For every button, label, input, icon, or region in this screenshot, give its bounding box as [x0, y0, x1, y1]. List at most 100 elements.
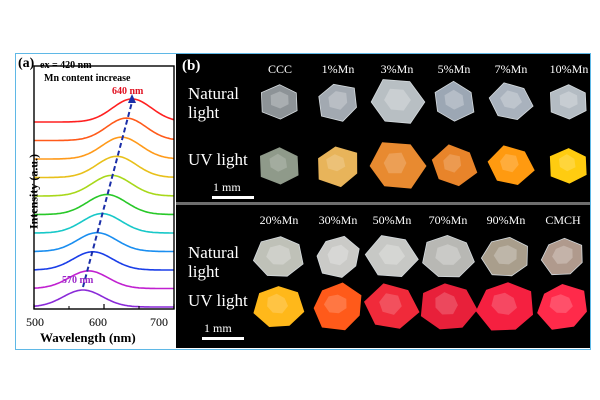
- crystal-uv-1: [259, 147, 299, 185]
- crystal-natural-3: [364, 235, 419, 278]
- spectrum-curve-8: [34, 231, 174, 253]
- crystal-uv-highlight-4: [443, 154, 462, 173]
- crystal-uv-4: [420, 283, 478, 330]
- scale-bar-top: [212, 196, 254, 199]
- uv-light-label-bottom: UV light: [188, 291, 248, 310]
- crystal-natural-highlight-1: [266, 244, 291, 265]
- column-label-cmch: CMCH: [545, 213, 581, 227]
- crystal-photos-bottom: [252, 234, 587, 331]
- panel-b-divider: [176, 202, 590, 205]
- spectrum-curve-1: [34, 98, 175, 123]
- crystal-uv-highlight-2: [326, 154, 346, 172]
- crystal-natural-1: [252, 236, 304, 277]
- figure-frame: (a) ex = 420 nm Mn content increase 640 …: [15, 53, 591, 350]
- spectrum-curve-3: [34, 136, 175, 160]
- crystal-uv-2: [313, 282, 362, 331]
- column-label-1pct-mn: 1%Mn: [321, 62, 355, 76]
- peak-570-label: 570 nm: [62, 275, 94, 286]
- crystal-photos-top: [259, 79, 587, 189]
- crystal-natural-3: [370, 79, 426, 124]
- column-label-3pct-mn: 3%Mn: [380, 62, 414, 76]
- spectrum-curve-9: [34, 251, 174, 271]
- crystal-uv-5: [475, 282, 534, 331]
- spectrum-curve-4: [34, 155, 175, 179]
- crystal-natural-highlight-3: [378, 244, 406, 265]
- spectrum-curve-10: [34, 270, 174, 290]
- panel-b-photos: (b) CCC 1%Mn 3%Mn 5%Mn 7%Mn 10%Mn Natural lig…: [176, 54, 590, 348]
- crystal-natural-6: [549, 84, 587, 120]
- crystal-natural-2: [318, 83, 357, 122]
- crystal-uv-highlight-1: [269, 153, 287, 172]
- column-label-ccc: CCC: [267, 62, 293, 76]
- uv-light-label-top: UV light: [188, 150, 248, 169]
- crystal-uv-highlight-5: [500, 154, 519, 173]
- crystal-natural-highlight-6: [559, 91, 578, 109]
- excitation-label: ex = 420 nm: [40, 60, 92, 71]
- spectrum-curve-11: [33, 289, 174, 308]
- crystal-uv-4: [431, 144, 478, 187]
- x-tick-500: 500: [26, 315, 44, 329]
- photo-group-high-mn: 20%Mn 30%Mn 50%Mn 70%Mn 90%Mn CMCH Natural li…: [176, 205, 590, 348]
- crystal-natural-6: [540, 237, 583, 276]
- x-tick-600: 600: [89, 315, 107, 329]
- crystal-uv-2: [318, 146, 358, 188]
- spectrum-curve-6: [34, 193, 174, 216]
- crystal-natural-highlight-2: [327, 244, 349, 266]
- column-label-7pct-mn: 7%Mn: [494, 62, 528, 76]
- crystal-natural-highlight-5: [500, 90, 522, 109]
- crystal-uv-highlight-6: [549, 294, 573, 313]
- spectrum-curve-2: [34, 117, 175, 142]
- panel-b-label: (b): [182, 58, 201, 74]
- crystal-uv-5: [487, 145, 535, 185]
- crystal-uv-highlight-6: [558, 154, 576, 172]
- x-tick-700: 700: [150, 315, 168, 329]
- scale-bar-bottom: [202, 337, 244, 340]
- y-axis-label: Intensity (a.u.): [26, 154, 41, 230]
- crystal-natural-highlight-5: [493, 245, 517, 265]
- spectrum-curve-5: [34, 174, 175, 197]
- crystal-natural-4: [422, 234, 475, 278]
- column-label-5pct-mn: 5%Mn: [437, 62, 471, 76]
- crystal-uv-highlight-5: [491, 292, 517, 315]
- crystal-uv-highlight-1: [267, 293, 288, 314]
- crystal-uv-1: [253, 286, 305, 328]
- crystal-uv-6: [549, 148, 587, 184]
- x-axis-label: Wavelength (nm): [40, 330, 136, 345]
- crystal-natural-highlight-4: [435, 244, 462, 265]
- crystal-natural-5: [488, 82, 534, 121]
- scale-label-bottom: 1 mm: [204, 321, 232, 335]
- crystal-uv-highlight-3: [379, 293, 402, 315]
- crystal-natural-highlight-1: [270, 91, 289, 109]
- scale-label-top: 1 mm: [213, 180, 241, 194]
- photo-group-low-mn: (b) CCC 1%Mn 3%Mn 5%Mn 7%Mn 10%Mn Natural lig…: [176, 54, 590, 202]
- panel-a-label: (a): [18, 56, 35, 71]
- crystal-natural-highlight-3: [384, 88, 411, 111]
- column-label-70pct-mn: 70%Mn: [428, 213, 468, 227]
- column-label-10pct-mn: 10%Mn: [549, 62, 589, 76]
- column-label-90pct-mn: 90%Mn: [486, 213, 526, 227]
- crystal-natural-highlight-6: [552, 245, 573, 264]
- peak-640-label: 640 nm: [112, 86, 144, 97]
- natural-light-label-top: Natural light: [188, 84, 239, 122]
- crystal-natural-5: [480, 236, 528, 277]
- crystal-uv-3: [363, 283, 420, 329]
- column-label-30pct-mn: 30%Mn: [318, 213, 358, 227]
- column-label-50pct-mn: 50%Mn: [372, 213, 412, 227]
- mn-increase-label: Mn content increase: [44, 73, 131, 84]
- panel-a-spectra: (a) ex = 420 nm Mn content increase 640 …: [16, 54, 176, 348]
- plot-frame: [33, 65, 175, 310]
- crystal-natural-highlight-2: [328, 91, 348, 110]
- crystal-uv-3: [369, 142, 427, 189]
- spectra-chart: [33, 65, 175, 310]
- crystal-uv-6: [537, 284, 587, 330]
- crystal-natural-2: [316, 235, 360, 278]
- spectrum-curve-7: [33, 212, 174, 234]
- natural-light-label-bottom: Natural light: [188, 243, 239, 281]
- column-label-20pct-mn: 20%Mn: [259, 213, 299, 227]
- crystal-natural-4: [434, 80, 475, 122]
- crystal-natural-1: [260, 84, 298, 120]
- crystal-uv-highlight-2: [323, 294, 347, 314]
- mn-trend-arrow-head: [128, 94, 136, 103]
- crystal-natural-highlight-4: [444, 89, 464, 110]
- crystal-uv-highlight-3: [383, 152, 407, 174]
